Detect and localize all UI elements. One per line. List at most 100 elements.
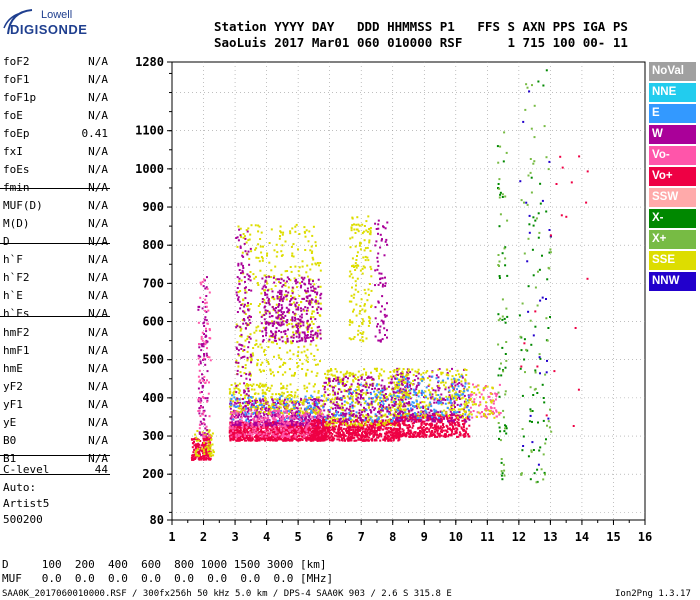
echo-point	[304, 417, 306, 420]
echo-point	[235, 384, 238, 387]
param-row-foes: foEs N/A	[3, 163, 108, 179]
echo-point	[370, 402, 373, 405]
echo-point	[370, 397, 373, 400]
echo-point	[332, 422, 335, 425]
echo-point	[240, 279, 243, 282]
echo-point	[322, 403, 325, 406]
echo-point	[292, 425, 295, 427]
echo-point	[285, 387, 288, 390]
echo-point	[308, 302, 310, 305]
echo-point	[305, 437, 308, 440]
echo-point	[282, 410, 285, 413]
echo-point	[385, 424, 388, 427]
echo-point	[315, 401, 317, 404]
param-name: h`F	[3, 253, 23, 266]
echo-point	[200, 457, 203, 460]
echo-point	[197, 305, 200, 308]
echo-point	[321, 417, 324, 419]
echo-point	[339, 435, 342, 438]
echo-point	[207, 446, 210, 449]
echo-point	[316, 403, 318, 406]
echo-point	[314, 291, 317, 294]
param-value: N/A	[88, 398, 108, 411]
echo-point	[348, 418, 350, 421]
echo-point	[299, 409, 302, 412]
echo-point	[285, 342, 287, 345]
echo-point	[316, 432, 319, 434]
echo-point	[263, 411, 266, 413]
echo-point	[236, 294, 239, 297]
echo-point	[400, 375, 402, 378]
echo-point	[350, 385, 353, 388]
echo-point	[240, 327, 243, 330]
echo-point	[237, 298, 240, 301]
echo-point	[340, 426, 343, 429]
echo-point	[329, 429, 331, 432]
echo-point	[302, 321, 305, 324]
echo-point	[406, 413, 409, 415]
echo-point	[288, 278, 291, 281]
echo-point	[363, 410, 366, 413]
echo-point	[351, 406, 354, 409]
echo-point	[313, 289, 316, 292]
echo-point	[314, 428, 317, 430]
echo-point	[282, 400, 285, 403]
echo-point	[314, 432, 317, 435]
echo-point	[370, 376, 373, 379]
echo-point	[244, 327, 247, 330]
echo-point	[330, 406, 333, 409]
echo-point	[205, 425, 208, 428]
echo-point	[336, 391, 339, 394]
echo-point	[344, 412, 347, 415]
echo-point	[370, 432, 373, 435]
echo-point	[360, 423, 363, 426]
echo-point	[352, 430, 355, 433]
echo-point	[339, 428, 342, 431]
echo-point	[276, 398, 279, 401]
param-name: foE	[3, 109, 23, 122]
echo-point	[276, 421, 279, 424]
echo-point	[365, 371, 368, 374]
echo-point	[362, 265, 365, 268]
echo-point	[206, 340, 209, 343]
echo-point	[345, 384, 348, 386]
echo-point	[322, 419, 325, 422]
echo-point	[264, 439, 267, 441]
param-value: N/A	[88, 199, 108, 212]
echo-point	[249, 303, 252, 305]
echo-point	[206, 438, 209, 441]
echo-point	[316, 311, 319, 314]
echo-point	[336, 420, 339, 423]
echo-point	[268, 438, 271, 441]
echo-point	[274, 433, 277, 436]
echo-point	[355, 314, 358, 317]
echo-point	[297, 418, 300, 421]
echo-point	[201, 450, 204, 453]
echo-point	[247, 390, 250, 393]
echo-point	[203, 454, 206, 457]
echo-point	[312, 225, 315, 228]
echo-point	[273, 374, 275, 377]
digisonde-logo-arc-icon	[3, 9, 33, 35]
echo-point	[358, 426, 361, 429]
echo-point	[313, 435, 316, 438]
echo-point	[399, 380, 402, 383]
echo-point	[381, 407, 383, 410]
echo-point	[275, 428, 278, 431]
echo-point	[295, 428, 298, 430]
echo-point	[323, 418, 326, 421]
echo-point	[306, 390, 308, 393]
echo-point	[397, 437, 400, 440]
echo-point	[197, 321, 200, 324]
echo-point	[230, 432, 233, 435]
echo-point	[314, 363, 317, 366]
echo-point	[192, 457, 195, 460]
echo-point	[366, 439, 369, 442]
echo-point	[296, 281, 299, 284]
echo-point	[196, 454, 199, 457]
echo-point	[326, 377, 329, 380]
echo-point	[265, 424, 268, 427]
echo-point	[310, 370, 313, 373]
echo-point	[346, 380, 349, 383]
echo-point	[289, 279, 292, 282]
